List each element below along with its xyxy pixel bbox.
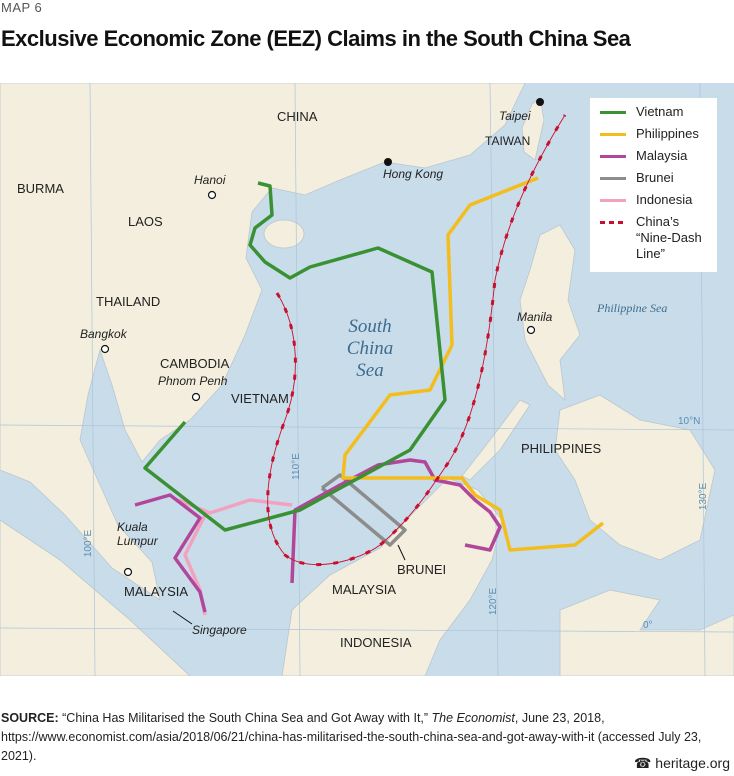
land-sumatra — [0, 519, 191, 676]
legend-label: Indonesia — [636, 192, 693, 207]
capital-hanoi — [207, 190, 217, 200]
label-burma: BURMA — [17, 181, 64, 196]
source-note: SOURCE: “China Has Militarised the South… — [1, 709, 731, 766]
label-hanoi: Hanoi — [194, 173, 226, 187]
logo-text: heritage.org — [655, 755, 730, 771]
source-text: “China Has Militarised the South China S… — [58, 711, 432, 725]
graticule-110e: 110°E — [290, 453, 302, 480]
source-publication: The Economist — [431, 711, 515, 725]
claim-line-vietnam — [143, 181, 447, 532]
legend-label: Brunei — [636, 170, 674, 185]
legend-swatch — [600, 177, 626, 180]
legend: Vietnam Philippines Malaysia Brunei Indo… — [590, 98, 717, 272]
label-brunei: BRUNEI — [397, 562, 447, 577]
label-kualalumpur: Kuala Lumpur — [117, 520, 158, 548]
legend-item-brunei: Brunei — [600, 170, 717, 186]
legend-label: Vietnam — [636, 104, 684, 119]
capital-phnompenh — [191, 392, 201, 402]
label-laos: LAOS — [128, 214, 163, 229]
legend-swatch — [600, 111, 626, 114]
land-palawan — [461, 399, 531, 481]
label-cambodia: CAMBODIA — [160, 356, 230, 371]
claim-line-philippines — [341, 176, 605, 552]
label-south-china-sea: South China Sea — [346, 316, 394, 381]
label-philippine-sea: Philippine Sea — [597, 301, 668, 315]
claim-line-brunei — [320, 473, 407, 547]
capital-manila — [526, 325, 536, 335]
legend-item-nine-dash: China’s “Nine-Dash Line” — [600, 214, 717, 262]
label-thailand: THAILAND — [96, 294, 161, 309]
heritage-logo[interactable]: ☎ heritage.org — [634, 755, 730, 772]
land-luzon — [519, 224, 581, 401]
graticule-120e: 120°E — [488, 587, 500, 616]
source-label: SOURCE: — [1, 711, 59, 725]
label-malaysia-east: MALAYSIA — [332, 582, 397, 597]
land-borneo — [281, 477, 503, 676]
label-vietnam: VIETNAM — [231, 391, 289, 406]
land-visayas-mindanao — [554, 394, 716, 561]
label-philippines: PHILIPPINES — [521, 441, 602, 456]
claim-line-malaysia-west — [134, 493, 207, 613]
legend-swatch — [600, 155, 626, 158]
capital-bangkok — [100, 344, 110, 354]
label-china: CHINA — [277, 109, 318, 124]
source-text: , June 23, 2018, https://www.economist.c… — [1, 711, 702, 763]
label-taipei: Taipei — [499, 109, 531, 123]
city-dot-hongkong — [384, 158, 392, 166]
page-title: Exclusive Economic Zone (EEZ) Claims in … — [1, 26, 631, 51]
legend-swatch — [600, 199, 626, 202]
map-canvas — [0, 83, 734, 676]
label-phnompenh: Phnom Penh — [158, 374, 228, 388]
label-bangkok: Bangkok — [80, 327, 127, 341]
legend-item-indonesia: Indonesia — [600, 192, 717, 208]
label-hongkong: Hong Kong — [383, 167, 444, 181]
label-manila: Manila — [517, 310, 553, 324]
land-hainan — [263, 219, 305, 249]
legend-item-philippines: Philippines — [600, 126, 717, 142]
legend-item-vietnam: Vietnam — [600, 104, 717, 120]
nine-dash-line-dashes — [266, 114, 567, 567]
legend-label: Philippines — [636, 126, 699, 141]
label-indonesia: INDONESIA — [340, 635, 412, 650]
legend-label: Malaysia — [636, 148, 688, 163]
graticule-100e: 100°E — [83, 529, 95, 558]
bell-icon: ☎ — [633, 755, 652, 771]
label-malaysia-west: MALAYSIA — [124, 584, 189, 599]
graticule-130e: 130°E — [698, 482, 710, 511]
legend-label: China’s “Nine-Dash Line” — [636, 214, 702, 261]
graticule-10n: 10°N — [678, 416, 701, 427]
land-taiwan — [521, 97, 545, 161]
capital-kualalumpur — [123, 567, 133, 577]
label-taiwan: TAIWAN — [485, 134, 531, 148]
map-number: MAP 6 — [1, 0, 43, 15]
graticule-0: 0° — [643, 620, 653, 631]
legend-swatch — [600, 221, 626, 224]
legend-item-malaysia: Malaysia — [600, 148, 717, 164]
land-sulawesi — [559, 589, 734, 676]
city-dot-taipei — [536, 98, 544, 106]
legend-swatch — [600, 133, 626, 136]
label-singapore: Singapore — [192, 623, 247, 637]
